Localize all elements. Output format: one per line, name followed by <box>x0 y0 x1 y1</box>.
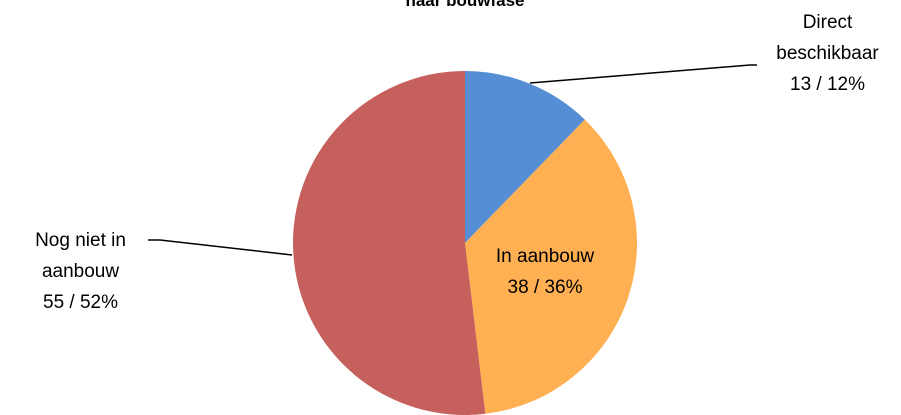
pie-slice <box>465 71 585 243</box>
slice-label: Nog niet in aanbouw 55 / 52% <box>8 225 153 318</box>
value-label: 55 / 52% <box>43 292 118 313</box>
chart-title: naar bouwfase <box>405 0 525 10</box>
leader-line <box>529 64 757 84</box>
category-label: Direct beschikbaar <box>776 12 879 64</box>
value-label: 38 / 36% <box>507 277 583 298</box>
leader-line <box>148 239 293 256</box>
pie-slice <box>293 71 486 415</box>
slice-label: In aanbouw 38 / 36% <box>470 241 620 303</box>
slice-label: Direct beschikbaar 13 / 12% <box>760 7 895 100</box>
pie-slice <box>465 119 637 414</box>
category-label: Nog niet in aanbouw <box>35 230 126 282</box>
value-label: 13 / 12% <box>790 74 865 95</box>
category-label: In aanbouw <box>495 246 595 267</box>
